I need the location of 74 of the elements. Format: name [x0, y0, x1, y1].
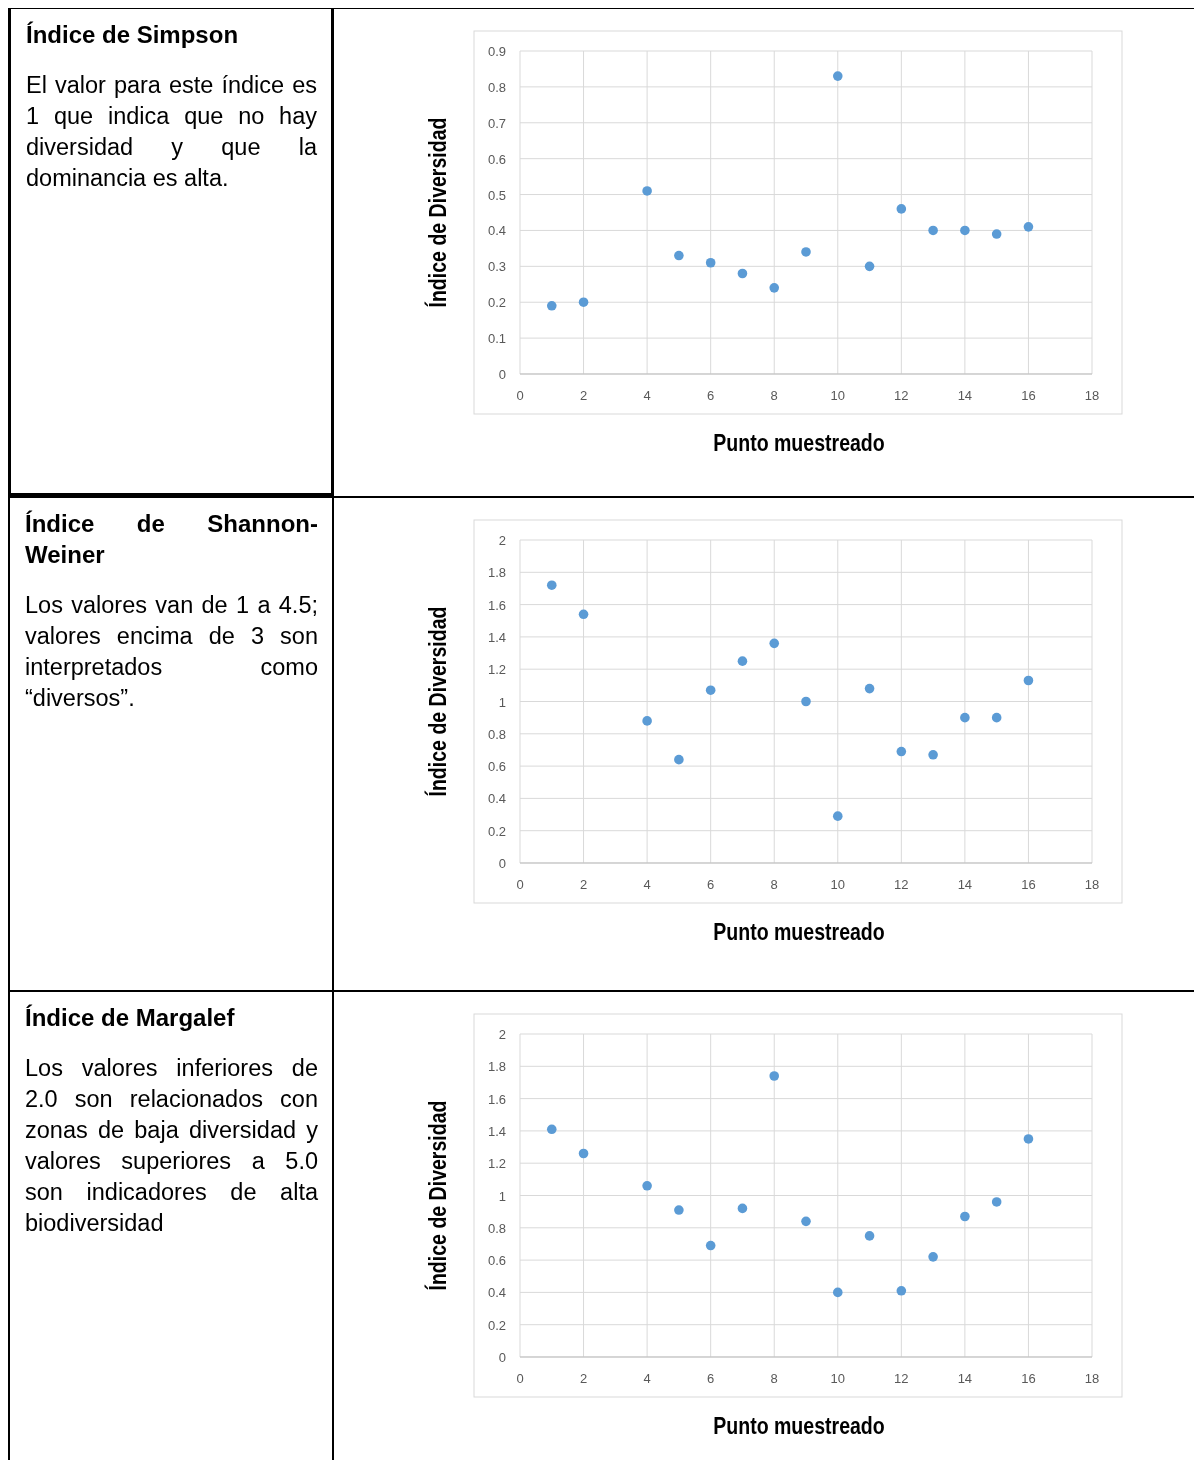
- x-tick-label: 16: [1021, 1371, 1036, 1386]
- x-tick-label: 8: [770, 388, 778, 403]
- x-tick-label: 8: [770, 877, 778, 892]
- y-axis-title: Índice de Diversidad: [424, 1100, 452, 1291]
- x-axis-title: Punto muestreado: [713, 919, 885, 946]
- y-axis-title: Índice de Diversidad: [424, 117, 452, 308]
- text: Índice de Shannon-Weiner: [25, 509, 318, 570]
- y-tick-label: 0.8: [487, 726, 506, 742]
- x-tick-label: 10: [830, 877, 846, 892]
- y-tick-label: 1.6: [487, 597, 506, 613]
- y-tick-label: 1.8: [487, 565, 506, 581]
- text: Los valores inferiores de 2.0 son relacionados con zonas de baja diversidad y valores superiores a 5.0 son indicadores de alta biodiversidad: [25, 1054, 318, 1238]
- text: Índice de Margalef: [25, 1003, 236, 1033]
- y-tick-label: 0: [498, 856, 506, 871]
- y-tick-label: 1.4: [487, 1123, 506, 1139]
- y-tick-label: 0.3: [487, 259, 506, 275]
- x-tick-label: 18: [1084, 877, 1100, 892]
- x-tick-label: 2: [579, 1371, 588, 1386]
- x-tick-label: 12: [894, 388, 909, 403]
- y-tick-label: 0.2: [487, 823, 506, 839]
- x-tick-label: 18: [1084, 1371, 1100, 1386]
- x-tick-label: 6: [707, 877, 715, 892]
- y-tick-label: 0.6: [487, 759, 506, 775]
- x-tick-label: 14: [957, 388, 973, 403]
- y-tick-label: 1: [498, 694, 506, 710]
- x-tick-label: 16: [1021, 877, 1036, 892]
- x-axis-title: Punto muestreado: [713, 430, 885, 457]
- x-tick-label: 0: [516, 1371, 524, 1386]
- x-tick-label: 0: [516, 388, 524, 403]
- y-tick-label: 0.7: [487, 115, 506, 131]
- y-tick-label: 0: [498, 1350, 506, 1365]
- y-tick-label: 1.4: [487, 629, 506, 645]
- y-tick-label: 0.8: [487, 1220, 506, 1236]
- x-tick-label: 2: [579, 388, 588, 403]
- y-tick-label: 0.2: [487, 295, 506, 311]
- y-tick-label: 0.2: [487, 1317, 506, 1333]
- y-tick-label: 0.1: [487, 331, 506, 347]
- text: Índice de Simpson: [26, 20, 240, 50]
- x-tick-label: 10: [830, 388, 846, 403]
- x-tick-label: 12: [894, 1371, 909, 1386]
- y-tick-label: 0.4: [487, 791, 506, 807]
- x-tick-label: 14: [957, 877, 973, 892]
- y-tick-label: 0.6: [487, 151, 506, 167]
- x-tick-label: 6: [707, 388, 715, 403]
- y-tick-label: 1.2: [487, 1156, 506, 1172]
- y-tick-label: 2: [498, 1027, 506, 1042]
- y-tick-label: 0.4: [487, 223, 506, 239]
- y-axis-title: Índice de Diversidad: [424, 606, 452, 797]
- y-tick-label: 0.4: [487, 1285, 506, 1301]
- y-tick-label: 1.8: [487, 1059, 506, 1075]
- x-tick-label: 4: [643, 877, 651, 892]
- y-tick-label: 0.5: [487, 187, 506, 203]
- x-tick-label: 14: [957, 1371, 973, 1386]
- y-tick-label: 0.6: [487, 1253, 506, 1269]
- x-axis-title: Punto muestreado: [713, 1413, 885, 1440]
- x-tick-label: 12: [894, 877, 909, 892]
- x-tick-label: 18: [1084, 388, 1100, 403]
- x-tick-label: 4: [643, 388, 651, 403]
- x-tick-label: 0: [516, 877, 524, 892]
- y-tick-label: 0.8: [487, 79, 506, 95]
- y-tick-label: 1.6: [487, 1091, 506, 1107]
- text: El valor para este índice es 1 que indica que no hay diversidad y que la dominancia es alta.: [26, 71, 317, 193]
- y-tick-label: 1.2: [487, 662, 506, 678]
- y-tick-label: 2: [498, 533, 506, 548]
- text: Los valores van de 1 a 4.5; valores encima de 3 son interpretados como “diversos”.: [25, 591, 318, 713]
- y-tick-label: 0.9: [487, 44, 506, 59]
- x-tick-label: 4: [643, 1371, 651, 1386]
- y-tick-label: 0: [498, 367, 506, 382]
- x-tick-label: 10: [830, 1371, 846, 1386]
- x-tick-label: 8: [770, 1371, 778, 1386]
- x-tick-label: 6: [707, 1371, 715, 1386]
- x-tick-label: 16: [1021, 388, 1036, 403]
- y-tick-label: 1: [498, 1188, 506, 1204]
- x-tick-label: 2: [579, 877, 588, 892]
